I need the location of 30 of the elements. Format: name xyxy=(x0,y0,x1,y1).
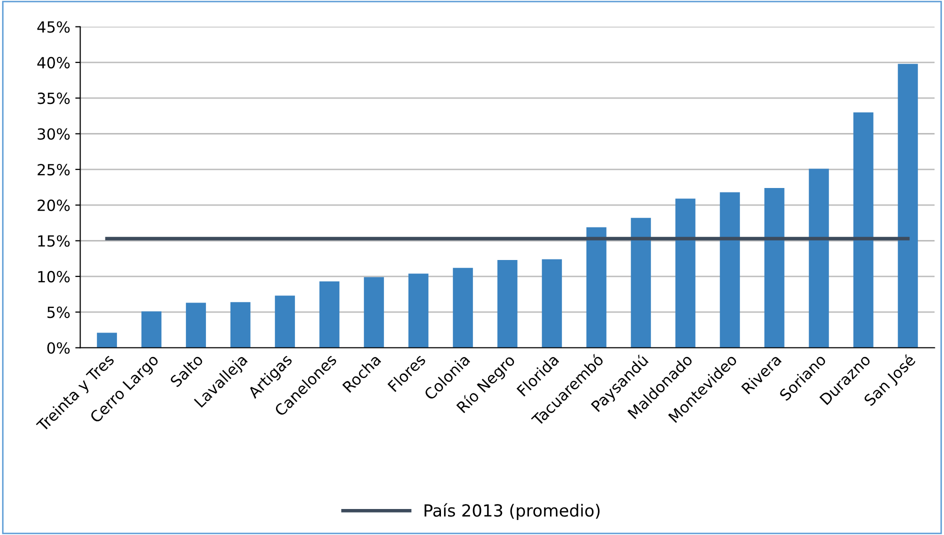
bar xyxy=(720,192,740,348)
y-tick-label: 5% xyxy=(47,306,70,318)
bar xyxy=(319,281,340,348)
bar xyxy=(586,227,606,348)
y-tick-label: 45% xyxy=(37,21,70,33)
y-tick-label: 25% xyxy=(38,164,70,176)
bar xyxy=(141,311,162,348)
bar xyxy=(96,332,117,348)
y-tick-label: 35% xyxy=(38,92,70,104)
bar xyxy=(452,268,473,348)
bar xyxy=(186,302,206,348)
legend-label: País 2013 (promedio) xyxy=(424,503,600,520)
y-tick-label: 30% xyxy=(38,128,70,140)
y-tick-label: 40% xyxy=(37,56,70,68)
y-tick-label: 20% xyxy=(38,200,70,212)
bar xyxy=(808,168,829,348)
y-tick-label: 0% xyxy=(47,342,70,354)
bar xyxy=(898,64,918,348)
bar xyxy=(542,259,562,348)
bar xyxy=(630,218,651,348)
bar xyxy=(274,296,295,348)
bar xyxy=(675,198,696,348)
bar xyxy=(497,260,518,348)
bar xyxy=(230,302,250,348)
bar xyxy=(364,277,384,348)
bar xyxy=(408,274,428,348)
bar xyxy=(764,188,784,348)
bar xyxy=(853,112,874,348)
y-tick-label: 15% xyxy=(38,235,70,247)
y-tick-label: 10% xyxy=(38,270,70,282)
